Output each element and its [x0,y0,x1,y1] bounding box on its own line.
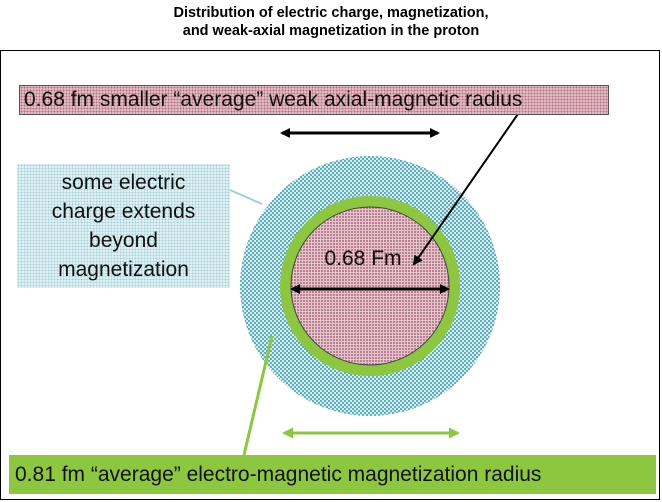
title-line-2: and weak-axial magnetization in the prot… [182,23,480,39]
weak-axial-core [290,206,450,366]
charge-pointer [229,189,263,205]
charge-label-line-1: some electric [61,171,186,194]
em-pointer [242,335,274,456]
electric-charge-label: some electric charge extends beyond magn… [17,164,230,288]
em-magnetization-radius-label: 0.81 fm “average” electro-magnetic magne… [9,455,656,494]
inner-radius-label: 0.68 Fm [324,247,402,270]
diagram-title: Distribution of electric charge, magneti… [0,4,662,40]
title-line-1: Distribution of electric charge, magneti… [173,5,489,21]
weak-axial-radius-label: 0.68 fm smaller “average” weak axial-mag… [19,85,609,115]
weak-axial-pointer [412,110,521,266]
charge-label-line-2: charge extends [51,200,196,223]
charge-label-line-4: magnetization [58,258,189,281]
diagram-frame [0,50,660,500]
charge-label-line-3: beyond [89,229,158,252]
